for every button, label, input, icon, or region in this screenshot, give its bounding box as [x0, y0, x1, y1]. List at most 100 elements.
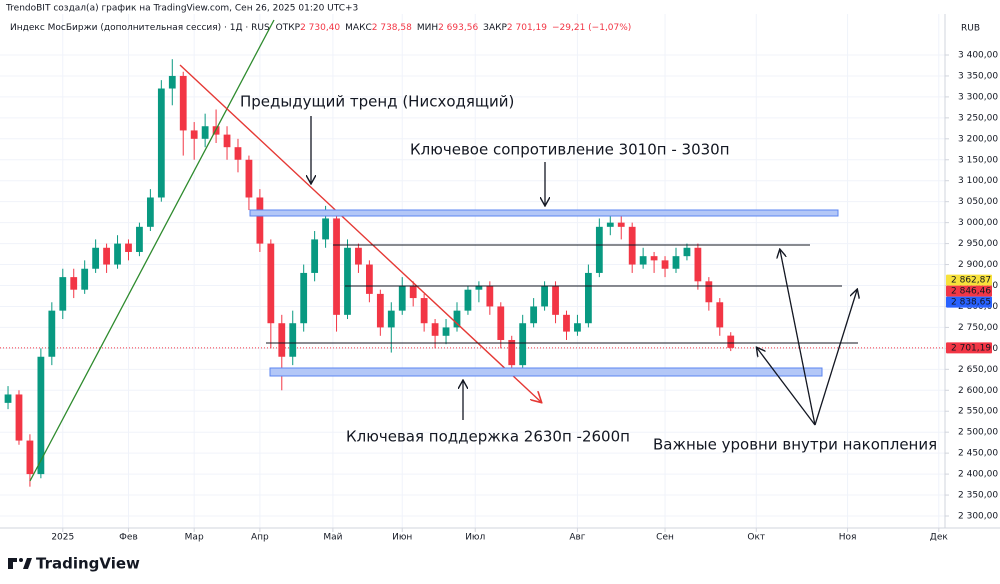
price-badge-label: 2 862,87 [951, 276, 991, 286]
candle-body [201, 126, 209, 139]
y-tick-label: 2 900,00 [958, 260, 998, 270]
candle-body [398, 285, 406, 311]
candle-body [223, 134, 231, 148]
candle-body [409, 285, 417, 299]
x-tick-label: Май [323, 533, 342, 543]
y-tick-label: 2 600,00 [958, 386, 998, 396]
y-tick-label: 2 400,00 [958, 470, 998, 480]
candle-body [650, 256, 658, 261]
candle-body [322, 218, 329, 240]
candle-body [464, 289, 472, 311]
candle-body [103, 247, 110, 265]
y-tick-label: 2 750,00 [958, 323, 998, 333]
annotation: Важные уровни внутри накопления [653, 436, 937, 454]
candle-body [278, 323, 286, 357]
candle-body [289, 323, 297, 357]
candle-body [705, 281, 713, 303]
ohlc-label: ОТКР [276, 23, 301, 33]
change: −29,21 (−1,07%) [552, 23, 631, 33]
axes: 2 300,00 2 350,00 2 400,00 2 450,00 2 500,00… [51, 50, 998, 542]
x-tick-label: Мар [185, 533, 204, 543]
y-tick-label: 3 300,00 [958, 92, 998, 102]
candle-body [37, 356, 45, 475]
y-tick-label: 2 350,00 [958, 491, 998, 501]
ohlc-label: МАКС [345, 23, 372, 33]
x-tick-label: Окт [747, 533, 765, 543]
y-tick-label: 2 500,00 [958, 428, 998, 438]
candle-body [256, 197, 264, 244]
candle-body [727, 335, 735, 348]
candle-body [114, 243, 121, 265]
candle-body [81, 268, 89, 290]
y-tick-label: 3 350,00 [958, 71, 998, 81]
x-tick-label: Ноя [839, 533, 857, 543]
price-badge [946, 285, 992, 297]
y-tick-label: 2 950,00 [958, 239, 998, 249]
candle-body [4, 394, 12, 403]
price-badge [946, 342, 992, 354]
arrow [814, 290, 857, 426]
x-tick-label: Июл [465, 533, 485, 543]
y-tick-label: 3 400,00 [958, 50, 998, 60]
uptrend-line [29, 19, 275, 482]
x-tick-label: Дек [930, 533, 949, 543]
y-tick-label: 2 550,00 [958, 407, 998, 417]
ohlc-value: 2 693,56 [438, 23, 478, 33]
ohlc-label: ЗАКР [483, 23, 507, 33]
y-tick-label: 2 650,00 [958, 365, 998, 375]
candle-body [234, 147, 242, 160]
drawings: Предыдущий тренд (Нисходящий) Ключевое с… [29, 19, 937, 482]
candle-body [157, 88, 165, 198]
x-tick-label: Авг [569, 533, 585, 543]
candle-body [431, 323, 439, 336]
x-tick-label: Апр [251, 533, 269, 543]
candle-body [628, 226, 636, 265]
candle-body [606, 222, 614, 227]
candle-body [475, 285, 483, 290]
x-tick-label: Июн [392, 533, 412, 543]
source-note: TrendoBIT создал(а) график на TradingVie… [5, 4, 358, 14]
candle-body [716, 302, 724, 328]
candle-body [333, 218, 340, 315]
support-zone [269, 367, 823, 377]
ohlc-value: 2 701,19 [507, 23, 547, 33]
candle-body [442, 327, 450, 336]
candle-body [672, 256, 680, 269]
candle-body [563, 314, 570, 332]
candle-body [420, 298, 428, 324]
arrow [780, 250, 816, 426]
price-badge [946, 274, 992, 286]
price-badge-label: 2 838,65 [951, 298, 991, 308]
candle-body [125, 243, 132, 252]
price-badge-label: 2 846,46 [951, 287, 991, 297]
price-badge [946, 296, 992, 308]
candle-body [595, 226, 603, 273]
annotation: Ключевое сопротивление 3010п - 3030п [410, 141, 730, 159]
x-tick-label: Фев [119, 533, 138, 543]
y-tick-label: 2 300,00 [958, 512, 998, 522]
symbol-header: Индекс МосБиржи (дополнительная сессия) … [10, 23, 631, 33]
candle-body [574, 323, 581, 332]
candle-body [267, 243, 275, 324]
y-tick-label: 2 450,00 [958, 449, 998, 459]
annotation: Ключевая поддержка 2630п -2600п [346, 428, 630, 446]
annotation: Предыдущий тренд (Нисходящий) [240, 93, 514, 111]
y-tick-label: 3 000,00 [958, 218, 998, 228]
y-tick-label: 3 050,00 [958, 197, 998, 207]
price-badge-label: 2 701,19 [951, 343, 991, 353]
candle-body [639, 256, 647, 265]
candle-body [694, 247, 702, 282]
candles [4, 59, 735, 487]
candle-body [661, 260, 669, 269]
candle-body [26, 440, 34, 475]
candle-body [552, 285, 559, 315]
x-tick-label: Сен [656, 533, 674, 543]
candle-body [59, 277, 67, 311]
ohlc-label: МИН [417, 23, 438, 33]
candle-body [179, 75, 187, 131]
candle-body [497, 306, 505, 340]
brand: TradingView [36, 555, 140, 573]
candle-body [541, 285, 548, 307]
